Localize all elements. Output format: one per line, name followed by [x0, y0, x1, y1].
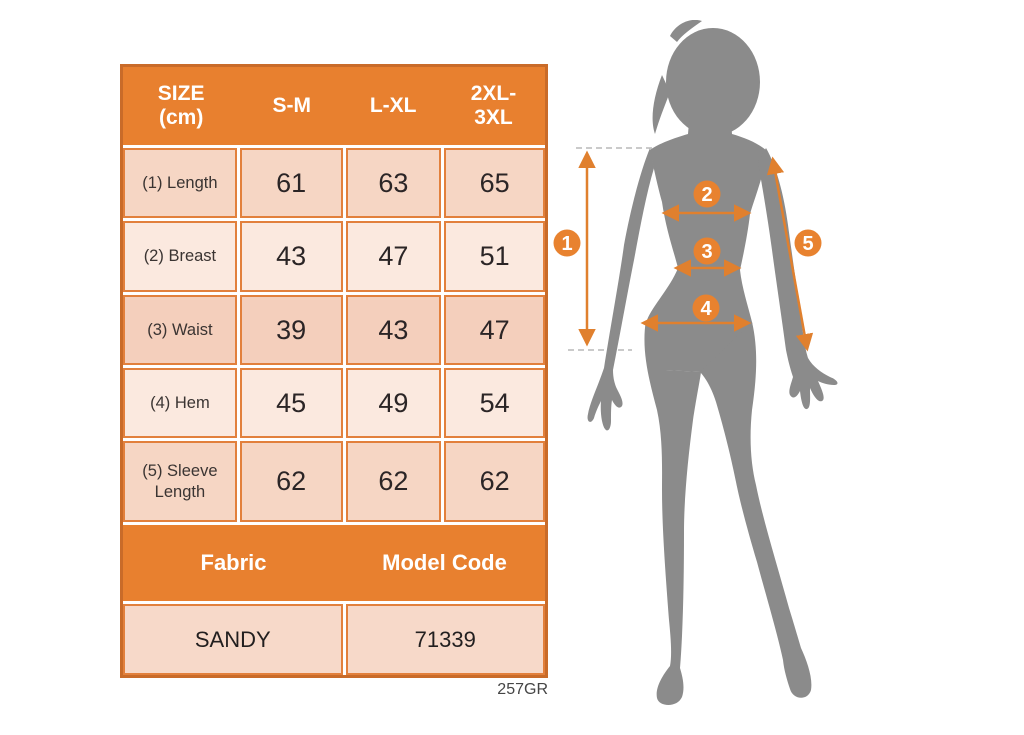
- left-leg: [644, 320, 701, 705]
- table-row-label-sleeve-length: (5) Sleeve Length: [123, 441, 237, 522]
- badge-circle-4: [692, 294, 720, 322]
- hair-strand: [652, 75, 670, 134]
- table-cell: 51: [444, 221, 545, 292]
- badge-circle-5: [794, 229, 822, 257]
- header-col-2xl3xl: 2XL- 3XL: [471, 82, 517, 130]
- table-row-label-waist: (3) Waist: [123, 295, 237, 365]
- table-cell: 49: [345, 368, 442, 438]
- table-cell: 65: [444, 148, 545, 218]
- badge-number-4: 4: [700, 298, 712, 320]
- model-code-header: Model Code: [382, 550, 507, 576]
- header-col-sm: S-M: [272, 93, 312, 117]
- hair-flick: [670, 19, 702, 42]
- badge-circle-1: [553, 229, 581, 257]
- badge-number-1: 1: [561, 233, 572, 255]
- table-row-label-hem: (4) Hem: [123, 368, 237, 438]
- header-size-line1: SIZE: [157, 81, 205, 105]
- measure-point-4: 4: [692, 294, 720, 322]
- left-arm: [587, 148, 654, 431]
- fabric-header: Fabric: [200, 550, 267, 576]
- measure-point-3: 3: [693, 237, 721, 265]
- table-cell: 62: [345, 441, 442, 522]
- size-chart-table: SIZE (cm) S-M L-XL 2XL- 3XL (1) Length 6…: [120, 64, 548, 678]
- table-row-label-breast: (2) Breast: [123, 221, 237, 292]
- table-cell: 39: [239, 295, 343, 365]
- fabric-value-cell: SANDY: [123, 604, 343, 675]
- weight-note: 257GR: [497, 681, 548, 698]
- model-code-value-cell: 71339: [345, 604, 545, 675]
- head: [666, 28, 760, 136]
- measure-point-1: 1: [553, 229, 581, 257]
- badge-circle-3: [693, 237, 721, 265]
- table-footer-header-row: Fabric Model Code: [123, 525, 545, 601]
- measurement-figure: 1 2 3 4 5: [550, 19, 895, 730]
- header-size-cm: SIZE (cm): [158, 82, 205, 130]
- sleeve-arrow: [766, 156, 814, 352]
- table-row-label-length: (1) Length: [123, 148, 237, 218]
- table-cell: 43: [345, 295, 442, 365]
- female-silhouette: [587, 19, 838, 705]
- body-silhouette-diagram: 1 2 3 4 5: [553, 19, 838, 705]
- header-size-line2: (cm): [158, 106, 204, 129]
- right-leg: [700, 322, 812, 698]
- right-arm: [758, 148, 838, 410]
- table-cell: 62: [444, 441, 545, 522]
- badge-number-5: 5: [802, 233, 813, 255]
- table-cell: 45: [239, 368, 343, 438]
- measure-point-2: 2: [693, 180, 721, 208]
- table-cell: 43: [239, 221, 343, 292]
- header-col-2xl-line1: 2XL-: [470, 81, 517, 105]
- badge-circle-2: [693, 180, 721, 208]
- badge-number-2: 2: [701, 184, 712, 206]
- table-cell: 63: [345, 148, 442, 218]
- table-header-row: SIZE (cm) S-M L-XL 2XL- 3XL: [123, 67, 545, 145]
- table-cell: 54: [444, 368, 545, 438]
- measure-point-5: 5: [794, 229, 822, 257]
- table-cell: 47: [345, 221, 442, 292]
- table-cell: 61: [239, 148, 343, 218]
- header-col-2xl-line2: 3XL: [474, 106, 513, 129]
- table-cell: 62: [239, 441, 343, 522]
- badge-number-3: 3: [701, 241, 712, 263]
- header-col-lxl: L-XL: [369, 93, 417, 117]
- table-cell: 47: [444, 295, 545, 365]
